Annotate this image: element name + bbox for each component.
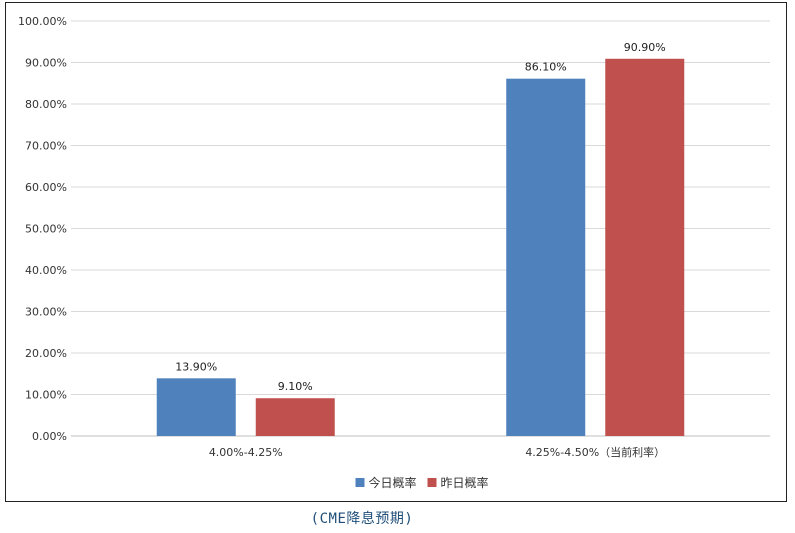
data-label: 90.90% <box>624 41 666 54</box>
legend-swatch <box>355 478 365 487</box>
y-tick-label: 30.00% <box>25 306 67 319</box>
chart-frame: 0.00% 10.00% 20.00% 30.00% 40.00% 50.00% 60.00… <box>5 2 787 502</box>
y-tick-label: 70.00% <box>25 140 67 153</box>
y-tick-label: 50.00% <box>25 223 67 236</box>
legend-label: 昨日概率 <box>441 475 489 490</box>
bar <box>255 398 335 436</box>
legend-label: 今日概率 <box>369 475 417 490</box>
bar <box>605 58 685 436</box>
y-tick-label: 0.00% <box>32 430 67 443</box>
x-category-label: 4.00%-4.25% <box>209 446 283 459</box>
data-label: 9.10% <box>278 380 313 393</box>
y-tick-label: 20.00% <box>25 347 67 360</box>
y-tick-label: 60.00% <box>25 181 67 194</box>
data-label: 13.90% <box>175 360 217 373</box>
y-tick-label: 100.00% <box>18 15 67 28</box>
chart-caption: (CME降息预期) <box>310 511 414 527</box>
y-tick-label: 90.00% <box>25 57 67 70</box>
y-tick-label: 10.00% <box>25 389 67 402</box>
bar-chart: 0.00% 10.00% 20.00% 30.00% 40.00% 50.00% 60.00… <box>18 15 770 490</box>
y-tick-label: 80.00% <box>25 98 67 111</box>
x-category-label: 4.25%-4.50%（当前利率） <box>525 445 665 459</box>
bar <box>506 78 586 436</box>
bar <box>156 378 236 436</box>
y-tick-label: 40.00% <box>25 264 67 277</box>
data-label: 86.10% <box>525 61 567 74</box>
legend-swatch <box>427 478 437 487</box>
